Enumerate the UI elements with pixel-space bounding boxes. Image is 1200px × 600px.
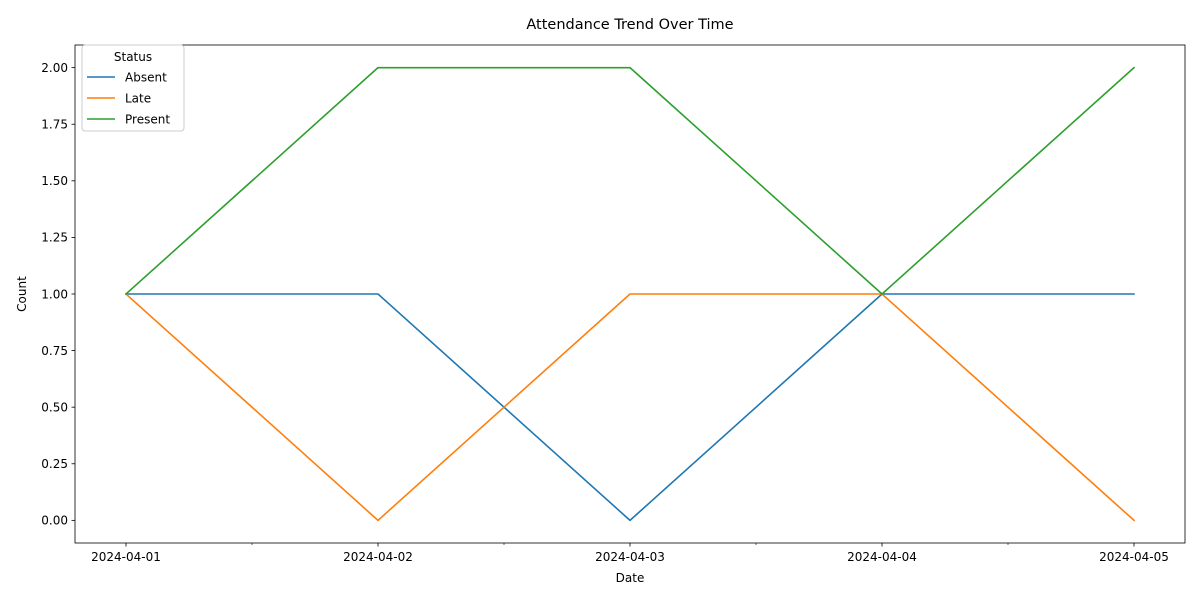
x-tick-label: 2024-04-05: [1099, 550, 1169, 564]
series-line-absent: [125, 293, 1135, 522]
y-tick-label: 1.75: [41, 118, 68, 132]
y-tick-label: 2.00: [41, 61, 68, 75]
legend-title: Status: [114, 50, 152, 64]
legend-label-absent: Absent: [125, 70, 167, 84]
legend-box: [81, 44, 185, 132]
legend-label-late: Late: [125, 91, 151, 105]
y-tick-label: 0.00: [41, 514, 68, 528]
series-lines: [124, 66, 1136, 522]
x-axis-ticks: 2024-04-01 2024-04-02 2024-04-03 2024-04-04…: [91, 543, 1169, 564]
x-tick-label: 2024-04-02: [343, 550, 413, 564]
x-axis-label: Date: [616, 571, 645, 585]
y-tick-label: 1.25: [41, 231, 68, 245]
plot-area: 0.00 0.25 0.50 0.75 1.00 1.25 1.50 1.75 2.00 202…: [41, 44, 1186, 564]
y-axis-label: Count: [15, 276, 29, 312]
series-line-present: [124, 66, 1136, 296]
legend: Status Absent Late Present: [81, 44, 185, 132]
series-line-late: [124, 292, 1136, 522]
x-tick-label: 2024-04-04: [847, 550, 917, 564]
legend-items: Absent Late Present: [87, 70, 170, 126]
y-tick-label: 0.50: [41, 400, 68, 414]
x-tick-label: 2024-04-03: [595, 550, 665, 564]
y-tick-label: 0.25: [41, 457, 68, 471]
y-tick-label: 1.50: [41, 174, 68, 188]
y-tick-label: 1.00: [41, 287, 68, 301]
y-tick-label: 0.75: [41, 344, 68, 358]
legend-label-present: Present: [125, 112, 170, 126]
y-axis-ticks: 0.00 0.25 0.50 0.75 1.00 1.25 1.50 1.75 2.00: [41, 61, 75, 528]
plot-frame: [74, 44, 1186, 544]
x-tick-label: 2024-04-01: [91, 550, 161, 564]
chart-title: Attendance Trend Over Time: [526, 17, 733, 33]
